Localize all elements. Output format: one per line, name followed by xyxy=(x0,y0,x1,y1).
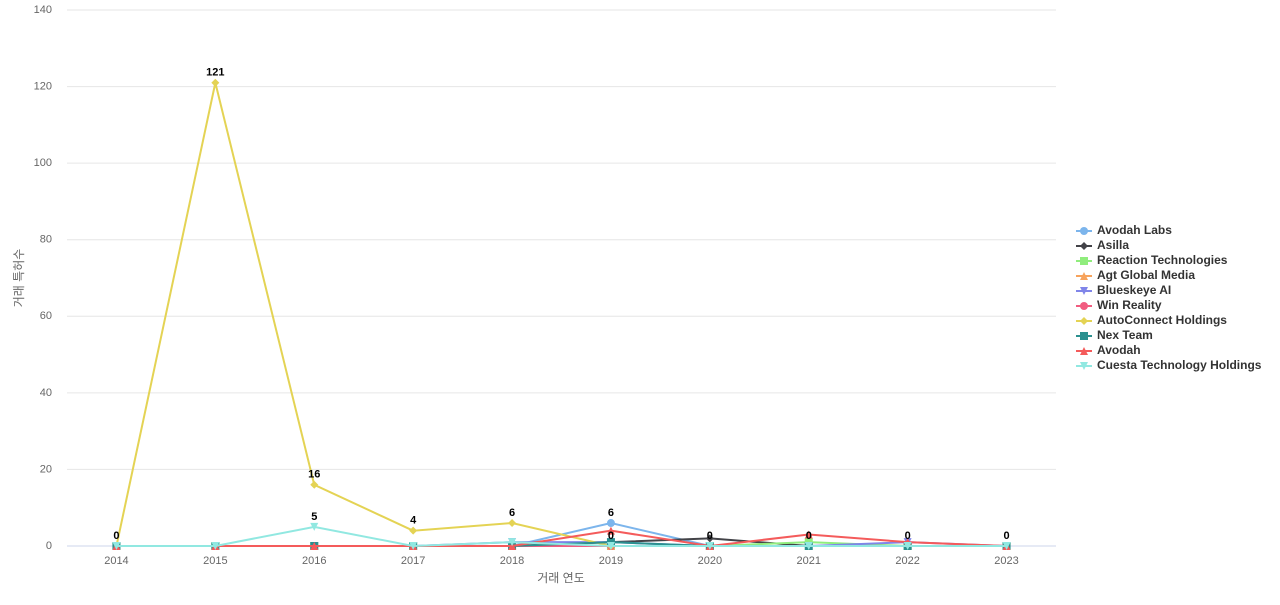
data-point xyxy=(606,542,615,550)
data-point xyxy=(705,534,714,543)
data-label: 0 xyxy=(905,530,911,542)
data-label: 6 xyxy=(608,507,614,519)
data-point xyxy=(310,542,319,550)
y-tick-label: 120 xyxy=(34,80,52,92)
x-tick-label: 2020 xyxy=(698,555,722,567)
legend-label: Reaction Technologies xyxy=(1097,253,1228,267)
data-point xyxy=(409,542,418,550)
data-point xyxy=(211,542,220,550)
data-point xyxy=(508,538,517,547)
data-label: 5 xyxy=(311,511,317,523)
series-line xyxy=(116,525,1007,548)
legend-label: Blueskeye AI xyxy=(1097,283,1171,297)
data-point xyxy=(903,542,912,550)
data-point xyxy=(310,480,319,489)
y-tick-label: 60 xyxy=(40,310,52,322)
data-point xyxy=(508,519,517,528)
y-axis-title: 거래 특허수 xyxy=(12,249,26,308)
x-tick-label: 2017 xyxy=(401,555,425,567)
legend-marker xyxy=(1080,362,1088,370)
data-point xyxy=(409,526,418,535)
data-label: 6 xyxy=(509,507,515,519)
data-label: 16 xyxy=(308,469,320,481)
y-tick-label: 20 xyxy=(40,463,52,475)
data-label: 0 xyxy=(608,530,614,542)
x-tick-label: 2016 xyxy=(302,555,326,567)
data-point xyxy=(211,78,220,87)
x-tick-label: 2021 xyxy=(797,555,821,567)
data-point xyxy=(112,542,121,550)
legend-marker xyxy=(1080,227,1088,235)
data-label: 121 xyxy=(206,67,224,79)
y-tick-label: 40 xyxy=(40,387,52,399)
series-line xyxy=(115,82,1007,547)
legend-marker xyxy=(1080,272,1088,280)
legend-marker xyxy=(1080,257,1088,265)
data-point xyxy=(606,519,615,528)
legend-marker xyxy=(1080,287,1088,295)
x-tick-label: 2022 xyxy=(895,555,919,567)
legend-marker xyxy=(1080,332,1088,340)
legend-label: Agt Global Media xyxy=(1097,268,1195,282)
legend-marker xyxy=(1080,242,1088,250)
legend-label: AutoConnect Holdings xyxy=(1097,313,1227,327)
y-tick-label: 140 xyxy=(34,4,52,16)
data-point xyxy=(1002,542,1011,550)
x-tick-label: 2023 xyxy=(994,555,1018,567)
x-tick-label: 2014 xyxy=(104,555,128,567)
data-label: 0 xyxy=(113,530,119,542)
x-tick-label: 2018 xyxy=(500,555,524,567)
x-axis-title: 거래 연도 xyxy=(537,571,585,585)
y-tick-label: 80 xyxy=(40,234,52,246)
y-tick-label: 100 xyxy=(34,157,52,169)
legend-label: Avodah Labs xyxy=(1097,223,1172,237)
data-label: 0 xyxy=(806,530,812,542)
legend-marker xyxy=(1080,302,1088,310)
data-point xyxy=(705,542,714,550)
legend-marker xyxy=(1080,317,1088,325)
legend-label: Nex Team xyxy=(1097,328,1153,342)
series-line xyxy=(116,529,1007,548)
legend-label: Avodah xyxy=(1097,343,1141,357)
x-tick-label: 2019 xyxy=(599,555,623,567)
data-label: 0 xyxy=(1003,530,1009,542)
x-tick-label: 2015 xyxy=(203,555,227,567)
y-tick-label: 0 xyxy=(46,540,52,552)
data-point xyxy=(804,542,813,550)
legend-label: Asilla xyxy=(1097,238,1129,252)
data-label: 0 xyxy=(707,530,713,542)
data-point xyxy=(606,526,615,535)
data-point xyxy=(804,530,813,539)
data-label: 4 xyxy=(410,515,417,527)
legend-marker xyxy=(1080,347,1088,355)
legend-label: Cuesta Technology Holdings xyxy=(1097,358,1262,372)
data-point xyxy=(310,522,319,531)
legend-label: Win Reality xyxy=(1097,298,1162,312)
